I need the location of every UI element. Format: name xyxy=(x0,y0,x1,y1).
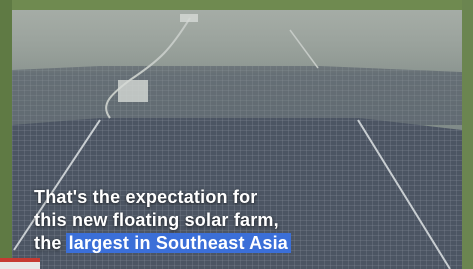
video-frame: That's the expectation for this new floa… xyxy=(0,0,473,269)
subtitle-text: the xyxy=(34,233,62,253)
subtitle-line: That's the expectation for xyxy=(34,186,291,209)
subtitle-line: this new floating solar farm, xyxy=(34,209,291,232)
subtitle-highlight: largest in Southeast Asia xyxy=(66,233,291,253)
subtitle: That's the expectation for this new floa… xyxy=(34,186,291,255)
